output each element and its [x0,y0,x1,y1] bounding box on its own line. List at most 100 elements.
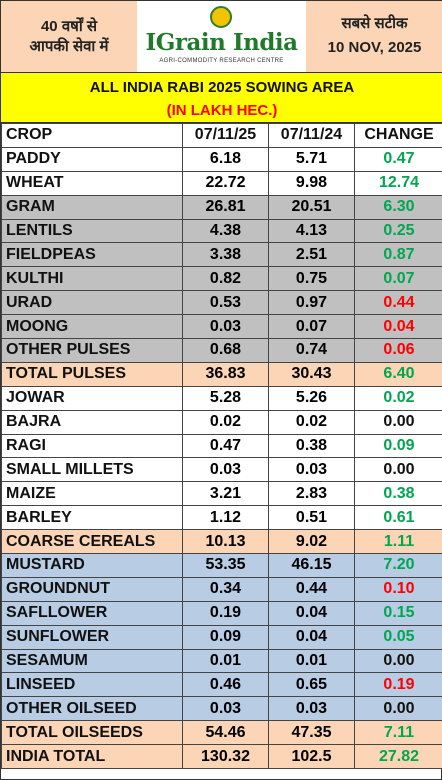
table-row: COARSE CEREALS 10.13 9.02 1.11 [1,529,442,555]
crop-cell: MUSTARD [1,553,183,578]
header-change: CHANGE [354,123,442,148]
header-date-box: सबसे सटीक 10 NOV, 2025 [306,1,442,72]
header-2024: 07/11/24 [268,123,355,148]
change-cell: 0.25 [354,218,442,244]
crop-cell: JOWAR [1,385,183,411]
crop-cell: SESAMUM [1,648,183,674]
change-cell: 6.30 [354,194,442,220]
value-2024-cell: 0.01 [268,648,355,674]
change-cell: 0.19 [354,672,442,698]
value-2025-cell: 1.12 [182,505,269,531]
table-row: LINSEED 0.46 0.65 0.19 [1,672,442,698]
table-row: WHEAT 22.72 9.98 12.74 [1,170,442,196]
value-2025-cell: 0.19 [182,600,269,626]
change-cell: 0.05 [354,624,442,650]
value-2024-cell: 0.04 [268,624,355,650]
change-cell: 0.15 [354,600,442,626]
value-2024-cell: 5.26 [268,385,355,411]
change-cell: 0.00 [354,457,442,483]
table-row: URAD 0.53 0.97 0.44 [1,290,442,316]
table-row: MUSTARD 53.35 46.15 7.20 [1,553,442,578]
change-cell: 0.87 [354,242,442,268]
table-row: MAIZE 3.21 2.83 0.38 [1,481,442,507]
table-row: PADDY 6.18 5.71 0.47 [1,146,442,172]
value-2024-cell: 0.03 [268,696,355,722]
tagline-right: सबसे सटीक [341,14,408,32]
change-cell: 0.38 [354,481,442,507]
table-row: BAJRA 0.02 0.02 0.00 [1,409,442,435]
change-cell: 27.82 [354,744,442,770]
logo-tagline: AGRI-COMMODITY RESEARCH CENTRE [159,58,284,64]
value-2024-cell: 0.03 [268,457,355,483]
crop-cell: FIELDPEAS [1,242,183,268]
table-row: SUNFLOWER 0.09 0.04 0.05 [1,624,442,650]
value-2025-cell: 0.01 [182,648,269,674]
table-row: INDIA TOTAL 130.32 102.5 27.82 [1,744,442,770]
crop-cell: RAGI [1,433,183,459]
change-cell: 0.02 [354,385,442,411]
header-tagline-left: 40 वर्षों से आपकी सेवा में [1,1,137,72]
table-row: JOWAR 5.28 5.26 0.02 [1,385,442,411]
value-2024-cell: 46.15 [268,553,355,578]
change-cell: 0.04 [354,314,442,340]
title-unit: (IN LAKH HEC.) [166,102,278,119]
change-cell: 0.09 [354,433,442,459]
value-2024-cell: 20.51 [268,194,355,220]
tagline-line-1: 40 वर्षों से [40,17,98,35]
value-2024-cell: 0.97 [268,290,355,316]
crop-cell: TOTAL OILSEEDS [1,720,183,746]
table-row: OTHER OILSEED 0.03 0.03 0.00 [1,696,442,722]
crop-cell: LINSEED [1,672,183,698]
crop-cell: INDIA TOTAL [1,744,183,770]
crop-cell: BAJRA [1,409,183,435]
change-cell: 7.11 [354,720,442,746]
crop-cell: COARSE CEREALS [1,529,183,555]
value-2025-cell: 0.09 [182,624,269,650]
value-2024-cell: 2.83 [268,481,355,507]
value-2025-cell: 130.32 [182,744,269,770]
value-2024-cell: 2.51 [268,242,355,268]
value-2024-cell: 0.51 [268,505,355,531]
value-2025-cell: 4.38 [182,218,269,244]
crop-cell: MAIZE [1,481,183,507]
value-2025-cell: 54.46 [182,720,269,746]
value-2024-cell: 0.38 [268,433,355,459]
change-cell: 6.40 [354,361,442,387]
crop-cell: WHEAT [1,170,183,196]
crop-cell: SMALL MILLETS [1,457,183,483]
crop-cell: LENTILS [1,218,183,244]
change-cell: 0.07 [354,266,442,292]
crop-cell: TOTAL PULSES [1,361,183,387]
value-2025-cell: 0.02 [182,409,269,435]
change-cell: 7.20 [354,553,442,578]
value-2024-cell: 4.13 [268,218,355,244]
table-row: SESAMUM 0.01 0.01 0.00 [1,648,442,674]
table-row: SAFLLOWER 0.19 0.04 0.15 [1,600,442,626]
table-row: TOTAL OILSEEDS 54.46 47.35 7.11 [1,720,442,746]
value-2025-cell: 0.68 [182,338,269,363]
crop-cell: GROUNDNUT [1,576,183,602]
table-row: BARLEY 1.12 0.51 0.61 [1,505,442,531]
table-row: FIELDPEAS 3.38 2.51 0.87 [1,242,442,268]
logo-name: IGrain India [145,29,298,56]
value-2025-cell: 3.21 [182,481,269,507]
change-cell: 0.06 [354,338,442,363]
value-2025-cell: 53.35 [182,553,269,578]
tagline-line-2: आपकी सेवा में [29,37,109,55]
table-row: SMALL MILLETS 0.03 0.03 0.00 [1,457,442,483]
value-2025-cell: 0.47 [182,433,269,459]
value-2025-cell: 0.34 [182,576,269,602]
table-header-row: CROP 07/11/25 07/11/24 CHANGE [1,123,442,148]
sowing-area-table: CROP 07/11/25 07/11/24 CHANGE PADDY 6.18 5… [1,123,442,770]
value-2025-cell: 6.18 [182,146,269,172]
value-2024-cell: 5.71 [268,146,355,172]
crop-cell: OTHER PULSES [1,338,183,363]
crop-cell: BARLEY [1,505,183,531]
header-crop: CROP [1,123,183,148]
table-row: KULTHI 0.82 0.75 0.07 [1,266,442,292]
table-row: LENTILS 4.38 4.13 0.25 [1,218,442,244]
crop-cell: OTHER OILSEED [1,696,183,722]
report-date: 10 NOV, 2025 [327,38,422,56]
value-2025-cell: 0.03 [182,457,269,483]
